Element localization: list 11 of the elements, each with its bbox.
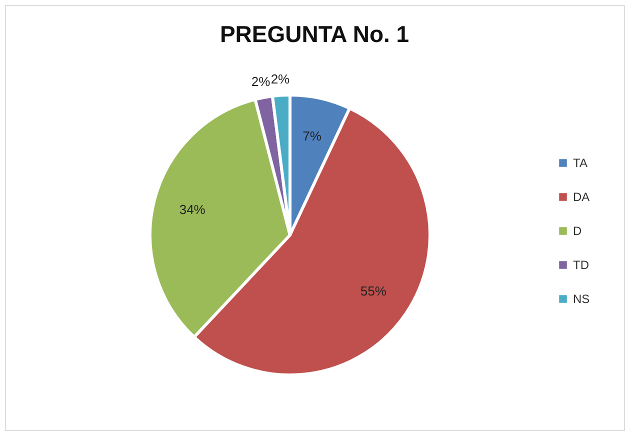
legend-label: TD xyxy=(573,258,590,272)
chart-title: PREGUNTA No. 1 xyxy=(220,21,410,47)
data-label: 2% xyxy=(270,71,290,86)
legend-label: TA xyxy=(573,156,588,170)
legend-label: D xyxy=(573,224,582,238)
legend-label: DA xyxy=(573,190,590,204)
data-label: 34% xyxy=(179,202,206,217)
legend-label: NS xyxy=(573,292,590,306)
data-label: 55% xyxy=(360,284,387,299)
data-label: 7% xyxy=(302,128,322,144)
data-label: 2% xyxy=(251,74,271,89)
